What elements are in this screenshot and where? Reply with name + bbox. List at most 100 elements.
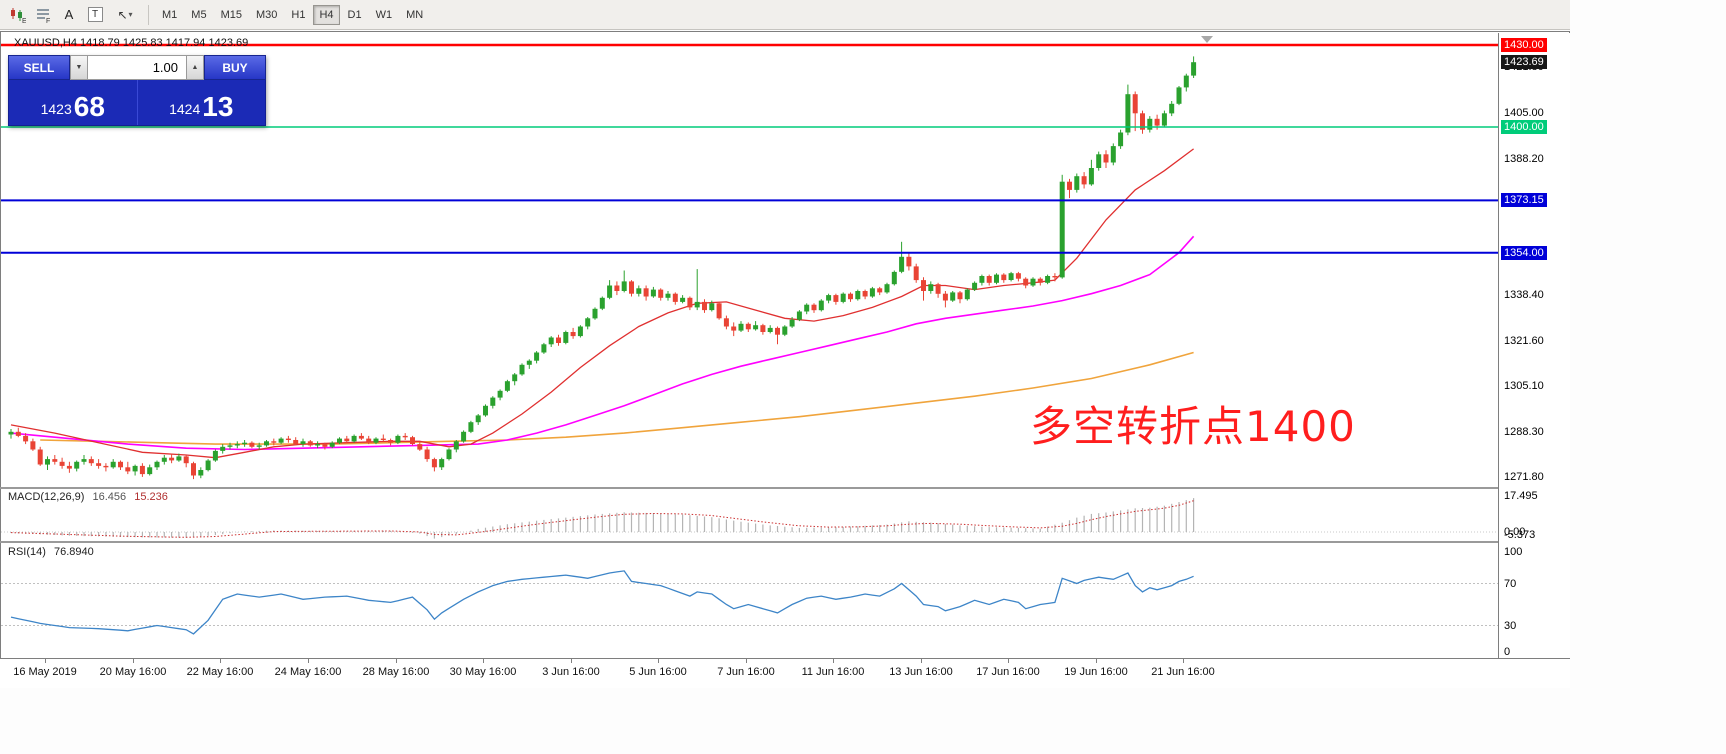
macd-signal-value: 15.236: [134, 491, 168, 503]
time-tick: [833, 659, 834, 663]
volume-increase-button[interactable]: ▲: [186, 55, 204, 80]
timeframe-toolbar: M1 M5 M15 M30 H1 H4 D1 W1 MN: [155, 4, 430, 25]
chevron-down-icon: ▾: [128, 10, 133, 19]
chart-shift-marker: [1201, 36, 1213, 43]
time-tick: [1096, 659, 1097, 663]
price-scale-label: 1271.80: [1504, 471, 1544, 484]
main-chart-canvas[interactable]: [1, 33, 1498, 487]
macd-scale-label: -5.373: [1504, 529, 1536, 541]
sell-price-display[interactable]: 1423 68: [9, 80, 138, 125]
text-annotation-tool-button[interactable]: A: [57, 4, 81, 26]
chart-text-annotation[interactable]: 多空转折点1400: [1030, 402, 1356, 451]
time-scale-label: 20 May 16:00: [99, 666, 167, 678]
timeframe-m30[interactable]: M30: [255, 8, 278, 21]
time-scale-label: 5 Jun 16:00: [629, 666, 687, 678]
price-scale-label: 1321.60: [1504, 335, 1544, 348]
timeframe-h4[interactable]: H4: [313, 4, 340, 25]
time-scale-label: 19 Jun 16:00: [1064, 666, 1128, 678]
sell-price-big-figure: 1423: [40, 101, 72, 117]
timeframe-w1[interactable]: W1: [375, 8, 393, 21]
buy-price-pips: 13: [202, 90, 234, 122]
chart-window: [0, 31, 1570, 688]
candlestick-chart-tool-button[interactable]: E: [5, 4, 29, 26]
time-tick: [1008, 659, 1009, 663]
time-scale-label: 30 May 16:00: [449, 666, 517, 678]
buy-price-display[interactable]: 1424 13: [138, 80, 266, 125]
indicator-list-tool-button[interactable]: F: [31, 4, 55, 26]
macd-pane-splitter[interactable]: [0, 487, 1570, 489]
time-scale-label: 7 Jun 16:00: [717, 666, 775, 678]
price-scale-label: 1288.30: [1504, 426, 1544, 439]
rsi-value: 76.8940: [53, 546, 94, 558]
timeframe-h1[interactable]: H1: [291, 8, 306, 21]
buy-price-big-figure: 1424: [169, 101, 201, 117]
time-tick: [571, 659, 572, 663]
time-tick: [308, 659, 309, 663]
moving-average-line: [10, 148, 1194, 459]
time-tick: [746, 659, 747, 663]
rsi-scale-label: 0: [1504, 646, 1511, 658]
rsi-canvas[interactable]: [1, 543, 1498, 658]
rsi-title: RSI(14): [8, 546, 46, 558]
rsi-header: RSI(14) 76.8940: [8, 546, 94, 558]
time-scale-label: 24 May 16:00: [274, 666, 342, 678]
time-scale-label: 11 Jun 16:00: [801, 666, 865, 678]
rsi-scale-label: 30: [1504, 619, 1517, 632]
time-scale-label: 21 Jun 16:00: [1151, 666, 1215, 678]
macd-scale-label: 17.495: [1504, 490, 1538, 502]
macd-scale-label: 0.00: [1504, 526, 1526, 538]
price-scale-label: 1405.00: [1504, 107, 1544, 120]
timeframe-mn[interactable]: MN: [406, 8, 424, 21]
sell-price-pips: 68: [73, 90, 105, 122]
macd-header: MACD(12,26,9) 16.456 15.236: [8, 491, 168, 503]
time-scale-label: 28 May 16:00: [362, 666, 430, 678]
price-scale-label: 1305.10: [1504, 380, 1544, 393]
time-scale-label: 3 Jun 16:00: [542, 666, 600, 678]
toolbar-separator: [148, 4, 149, 25]
cursor-tool-button[interactable]: ↖ ▾: [109, 4, 141, 26]
timeframe-m15[interactable]: M15: [220, 8, 242, 21]
time-scale-label: 22 May 16:00: [186, 666, 254, 678]
candles-layer: [8, 56, 1197, 480]
level-price-label: 1354.00: [1501, 245, 1547, 260]
level-price-label: 1373.15: [1501, 193, 1547, 208]
rsi-line: [10, 570, 1194, 635]
toolbar: E F A T ↖ ▾ M1 M5 M15 M30 H1 H4 D1 W1 MN: [0, 0, 1570, 30]
macd-title: MACD(12,26,9): [8, 491, 85, 503]
rsi-pane-splitter[interactable]: [0, 541, 1570, 543]
time-scale-label: 17 Jun 16:00: [976, 666, 1040, 678]
time-tick: [133, 659, 134, 663]
current-price-label: 1423.69: [1501, 55, 1547, 70]
macd-signal-line: [10, 500, 1194, 538]
time-axis[interactable]: 16 May 2019 20 May 16:00 22 May 16:00 24 Ma…: [0, 658, 1570, 688]
one-click-trading-panel: SELL ▼ ▲ BUY 1423 68 1424 13: [8, 55, 266, 126]
level-price-label: 1430.00: [1501, 38, 1547, 52]
rsi-scale-label: 70: [1504, 577, 1517, 590]
time-scale-label: 13 Jun 16:00: [889, 666, 953, 678]
ohlc-header: XAUUSD,H4 1418.79 1425.83 1417.94 1423.6…: [14, 37, 249, 49]
letter-a-icon: A: [64, 7, 74, 22]
svg-text:E: E: [22, 18, 26, 23]
right-margin: [1571, 0, 1726, 754]
time-tick: [396, 659, 397, 663]
boxed-t-icon: T: [87, 7, 103, 22]
volume-input[interactable]: [88, 55, 186, 80]
svg-text:F: F: [46, 18, 50, 23]
timeframe-d1[interactable]: D1: [347, 8, 362, 21]
cursor-icon: ↖: [117, 7, 128, 22]
sell-button[interactable]: SELL: [8, 55, 70, 80]
timeframe-m5[interactable]: M5: [191, 8, 207, 21]
moving-average-line: [10, 235, 1195, 451]
bottom-margin: [0, 689, 1726, 754]
time-scale-label: 16 May 2019: [13, 666, 77, 678]
text-label-tool-button[interactable]: T: [83, 4, 107, 26]
time-tick: [483, 659, 484, 663]
macd-main-value: 16.456: [92, 491, 127, 503]
candlestick-chart-icon: E: [10, 7, 26, 23]
buy-button[interactable]: BUY: [204, 55, 266, 80]
timeframe-m1[interactable]: M1: [162, 8, 178, 21]
volume-decrease-button[interactable]: ▼: [70, 55, 88, 80]
time-tick: [220, 659, 221, 663]
macd-canvas[interactable]: [1, 489, 1498, 541]
price-axis[interactable]: 1421.801405.001388.201338.401321.601305.…: [1498, 33, 1570, 658]
